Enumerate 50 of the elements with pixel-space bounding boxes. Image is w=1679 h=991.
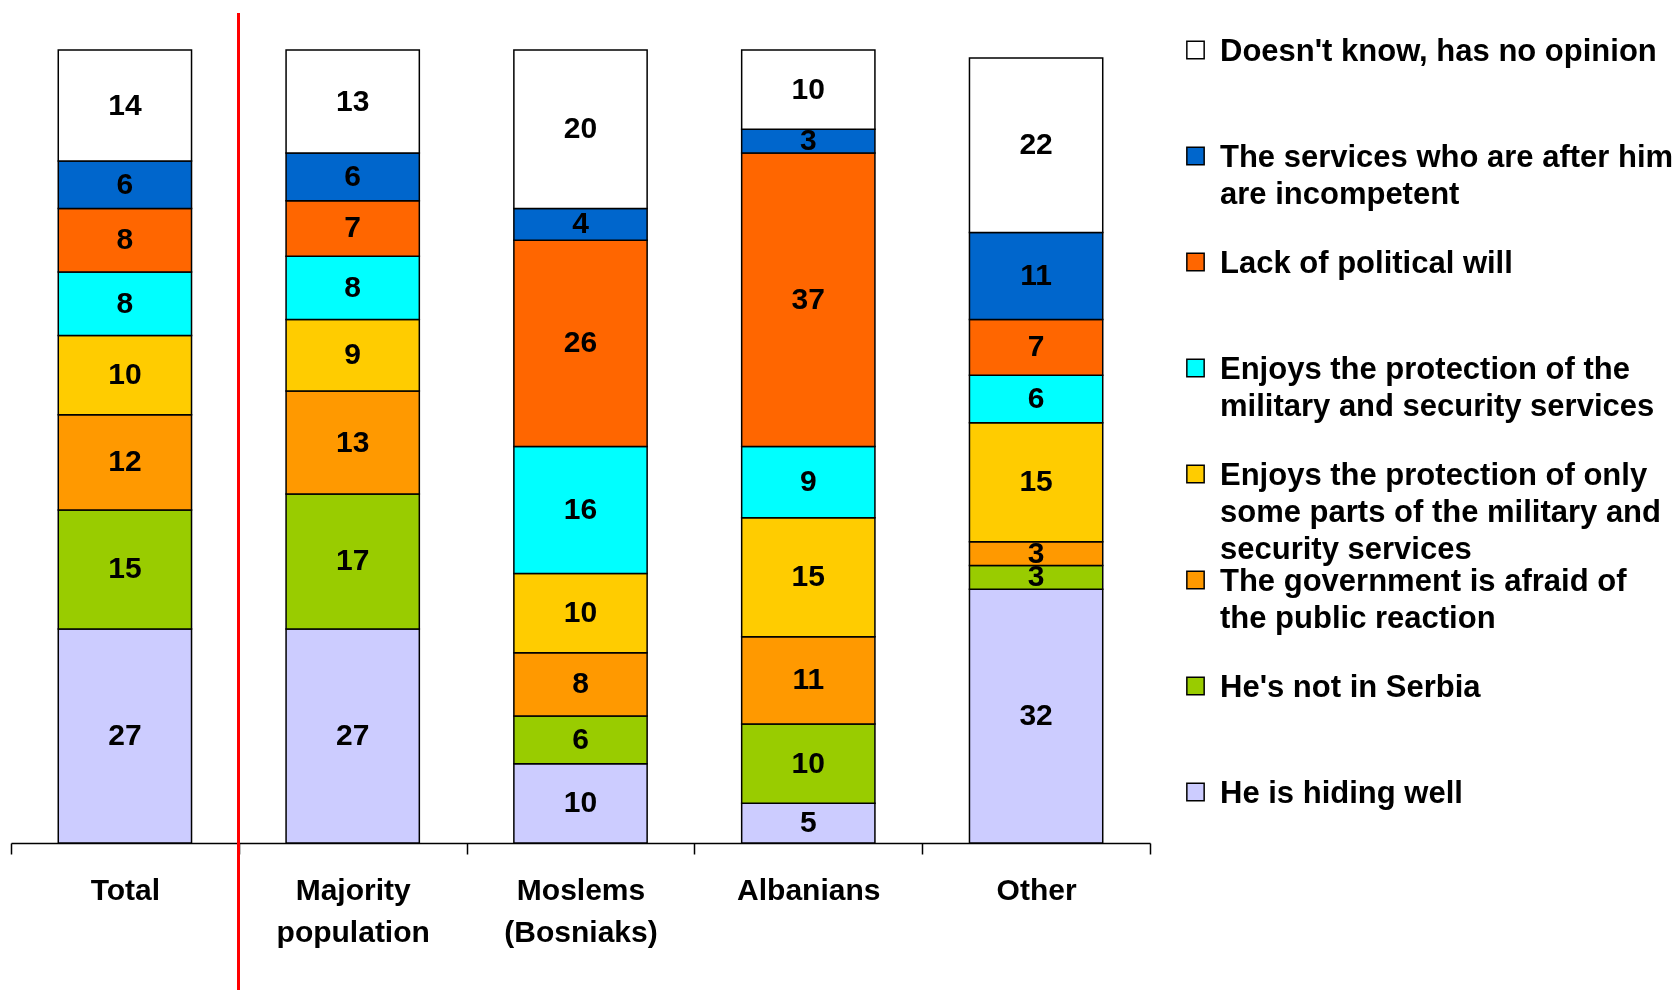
data-label: 9 <box>344 337 362 371</box>
legend-label: He's not in Serbia <box>1220 669 1482 704</box>
data-label: 37 <box>791 281 825 315</box>
data-label: 8 <box>572 666 589 700</box>
data-label: 11 <box>792 662 825 696</box>
legend-label: Doesn't know, has no opinion <box>1220 33 1657 68</box>
legend-label: He is hiding well <box>1220 775 1463 810</box>
legend-label: Enjoys the protection of the military and security services <box>1220 351 1655 423</box>
data-label: 14 <box>108 87 142 121</box>
data-label: 6 <box>116 166 134 200</box>
data-label: 12 <box>108 444 142 478</box>
x-tick-label: Total <box>90 872 161 906</box>
legend-label: The services who are after him are incompetent <box>1220 139 1674 211</box>
x-tick-label: Other <box>996 872 1077 906</box>
data-label: 13 <box>336 424 370 458</box>
legend-label: Lack of political will <box>1220 245 1513 280</box>
data-label: 27 <box>336 717 370 751</box>
data-label: 10 <box>563 785 598 819</box>
data-label: 20 <box>563 111 598 145</box>
data-label: 17 <box>336 543 370 577</box>
data-label: 10 <box>563 595 598 629</box>
data-label: 7 <box>1027 329 1045 363</box>
data-label: 26 <box>563 325 598 359</box>
data-label: 5 <box>799 805 817 839</box>
data-label: 9 <box>799 464 817 498</box>
data-label: 15 <box>1019 464 1053 498</box>
data-label: 8 <box>116 285 134 319</box>
data-label: 4 <box>572 206 590 240</box>
data-label: 32 <box>1019 698 1053 732</box>
data-label: 13 <box>336 83 370 117</box>
x-tick-label: Majority population <box>276 872 430 948</box>
data-label: 11 <box>1020 258 1052 292</box>
data-label: 7 <box>344 210 362 244</box>
data-label: 16 <box>563 491 598 525</box>
data-label: 6 <box>572 721 589 755</box>
data-label: 10 <box>791 71 825 105</box>
data-label: 6 <box>1027 380 1045 414</box>
x-tick-label: Moslems (Bosniaks) <box>504 872 658 948</box>
data-label: 8 <box>344 269 362 303</box>
data-label: 15 <box>108 551 142 585</box>
data-label: 8 <box>116 222 134 256</box>
data-label: 15 <box>791 559 825 593</box>
x-tick-label: Albanians <box>737 872 881 906</box>
data-label: 10 <box>791 745 825 779</box>
legend-label: Enjoys the protection of only some parts of the military and security services <box>1220 457 1661 566</box>
data-label: 10 <box>108 357 142 391</box>
data-label: 27 <box>108 717 142 751</box>
data-label: 3 <box>799 123 817 157</box>
data-label: 6 <box>344 158 362 192</box>
data-label: 22 <box>1019 127 1053 161</box>
